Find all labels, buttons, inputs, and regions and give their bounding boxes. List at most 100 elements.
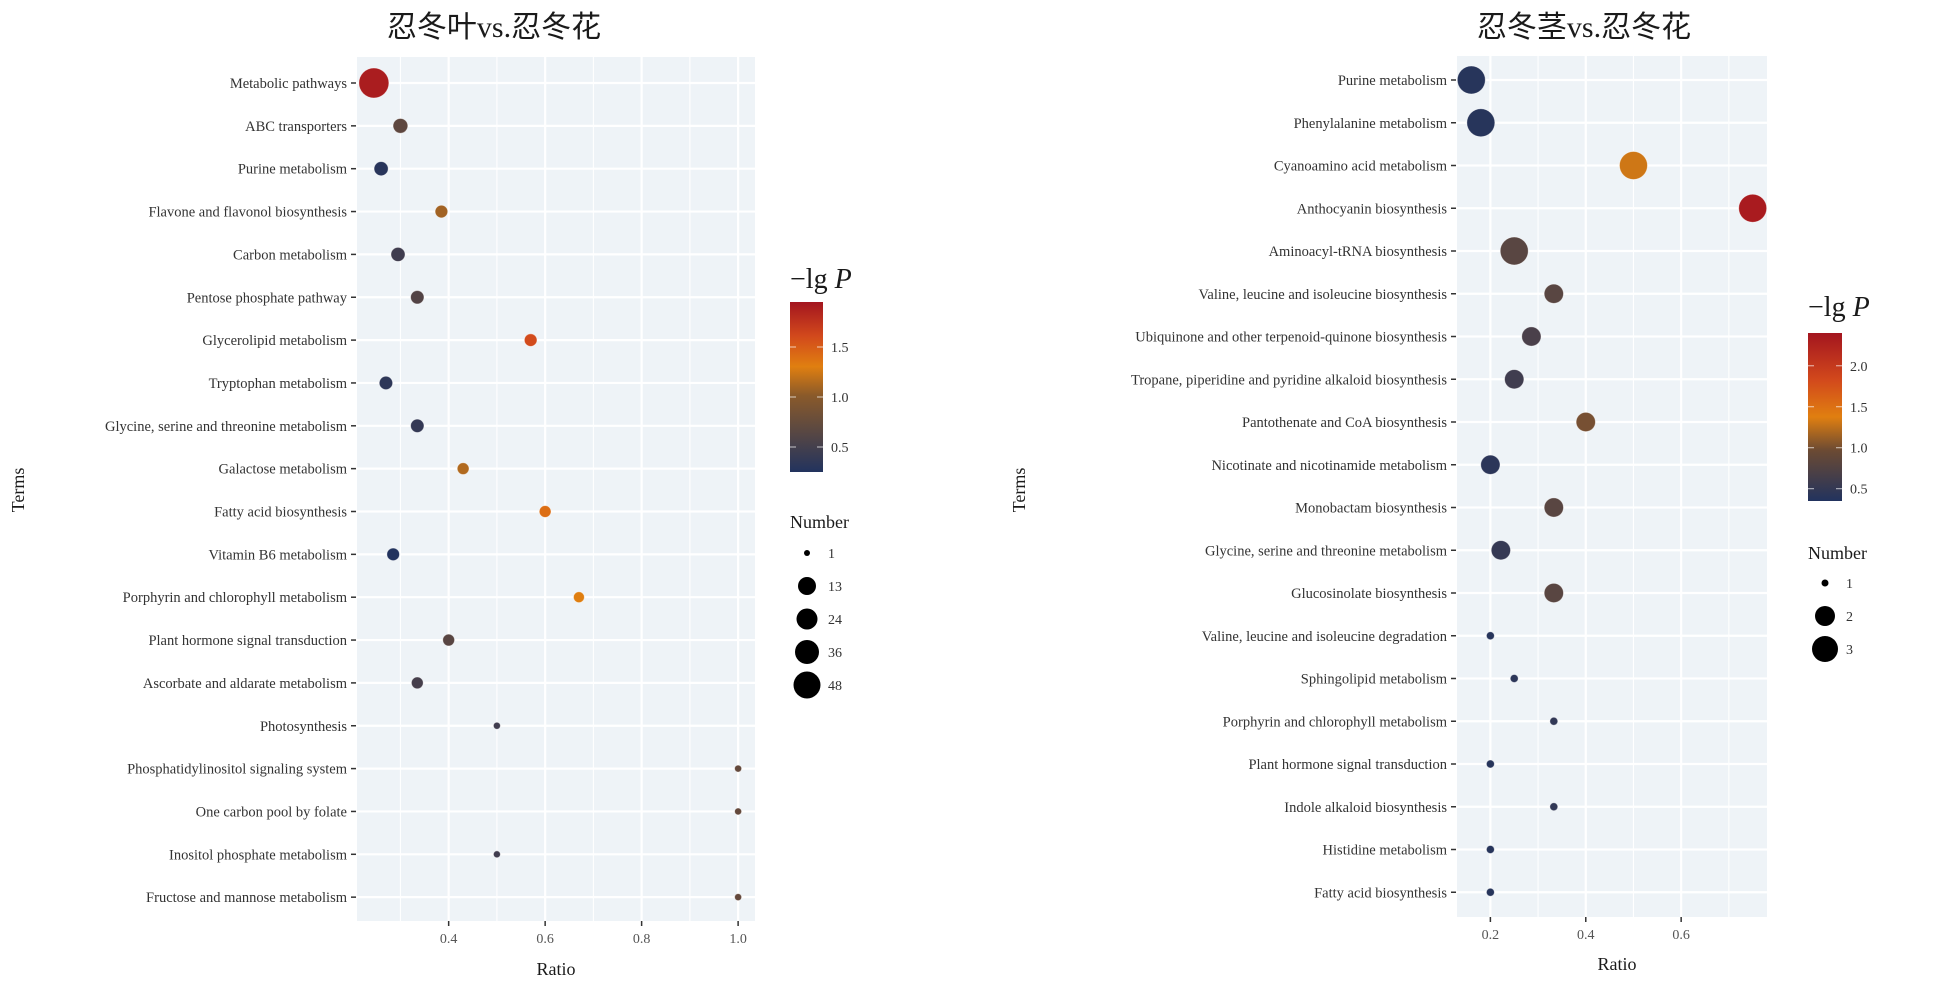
term-label: Vitamin B6 metabolism: [209, 547, 348, 563]
data-point: [538, 505, 552, 518]
data-point: [1543, 497, 1564, 518]
color-legend-title-var: P: [834, 264, 852, 295]
colorbar: [790, 302, 823, 472]
data-point: [1549, 716, 1559, 726]
size-legend-symbol: [796, 608, 818, 630]
x-tick-label: 0.8: [633, 932, 651, 947]
gridlines: [357, 57, 755, 921]
data-point: [1521, 326, 1542, 347]
data-point: [493, 850, 501, 859]
term-label: Histidine metabolism: [1323, 843, 1448, 859]
data-point: [390, 246, 406, 262]
chart-title: 忍冬茎vs.忍冬花: [1477, 11, 1691, 44]
points: [358, 67, 743, 902]
data-point: [373, 161, 389, 177]
colorbar-tick-label: 1.0: [831, 391, 849, 406]
chart-title: 忍冬叶vs.忍冬花: [387, 11, 601, 44]
size-legend-label: 2: [1846, 610, 1853, 625]
term-label: Pantothenate and CoA biosynthesis: [1242, 415, 1447, 431]
legend: −lg P 0.5 1.0 1.5 Number 1 13 24 36 48: [790, 264, 852, 699]
y-axis: Metabolic pathways ABC transporters Purine…: [105, 76, 356, 906]
term-label: Fructose and mannose metabolism: [146, 890, 348, 906]
data-point: [734, 893, 743, 902]
data-point: [734, 764, 743, 773]
term-label: Tropane, piperidine and pyridine alkaloi…: [1131, 372, 1447, 388]
color-legend-title-prefix: −lg: [1808, 292, 1853, 323]
term-label: Glycine, serine and threonine metabolism: [105, 419, 348, 435]
data-point: [378, 375, 394, 391]
data-point: [411, 676, 424, 690]
term-label: Aminoacyl-tRNA biosynthesis: [1269, 244, 1448, 260]
legend: −lg P 0.5 1.0 1.5 2.0 Number 1 2 3: [1808, 292, 1870, 662]
size-legend-symbol: [1815, 606, 1835, 626]
size-legend-label: 13: [828, 580, 842, 595]
y-axis-label: Terms: [1009, 468, 1029, 513]
gridlines: [1457, 56, 1767, 917]
data-point: [1490, 540, 1511, 561]
y-axis: Purine metabolism Phenylalanine metabolis…: [1131, 73, 1456, 901]
term-label: Nicotinate and nicotinamide metabolism: [1211, 458, 1447, 474]
term-label: Flavone and flavonol biosynthesis: [148, 205, 347, 221]
size-legend-symbol: [1812, 636, 1838, 662]
data-point: [456, 462, 470, 475]
data-point: [1485, 631, 1495, 641]
size-legend-symbol: [1821, 579, 1829, 587]
term-label: Monobactam biosynthesis: [1295, 501, 1447, 517]
data-point: [493, 721, 501, 730]
term-label: ABC transporters: [245, 119, 347, 135]
data-point: [1499, 236, 1529, 266]
points: [1456, 65, 1768, 897]
term-label: Plant hormone signal transduction: [148, 633, 347, 649]
size-legend-label: 1: [828, 547, 835, 562]
size-legend-symbol: [798, 577, 816, 595]
term-label: Fatty acid biosynthesis: [214, 505, 347, 521]
chart-leaf-vs-flower: 忍冬叶vs.忍冬花 Metabolic pathways ABC transpor…: [8, 11, 852, 979]
term-label: Fatty acid biosynthesis: [1314, 885, 1447, 901]
term-label: Glycerolipid metabolism: [202, 333, 347, 349]
size-legend-symbol: [795, 640, 819, 664]
plot-panel: [1457, 56, 1767, 917]
data-point: [410, 290, 425, 305]
term-label: Valine, leucine and isoleucine biosynthe…: [1199, 287, 1448, 303]
data-point: [1485, 759, 1495, 769]
term-label: Photosynthesis: [260, 719, 347, 735]
term-label: Inositol phosphate metabolism: [169, 847, 348, 863]
size-legend-label: 36: [828, 646, 842, 661]
data-point: [410, 418, 425, 433]
color-legend-title: −lg P: [1808, 292, 1870, 323]
colorbar: [1808, 333, 1842, 501]
term-label: Purine metabolism: [238, 162, 348, 178]
term-label: Pentose phosphate pathway: [187, 290, 348, 306]
term-label: Indole alkaloid biosynthesis: [1284, 800, 1447, 816]
size-legend-label: 24: [828, 613, 842, 628]
data-point: [442, 633, 455, 647]
color-legend-title: −lg P: [790, 264, 852, 295]
chart-stem-vs-flower: 忍冬茎vs.忍冬花 Purine metabolism Phenylalanine…: [1009, 11, 1870, 974]
data-point: [1504, 369, 1525, 390]
colorbar-tick-label: 1.5: [831, 341, 849, 356]
term-label: Sphingolipid metabolism: [1301, 672, 1448, 688]
x-axis-label: Ratio: [1598, 954, 1637, 974]
colorbar-tick-label: 1.0: [1850, 442, 1868, 457]
size-legend-symbol: [804, 550, 810, 556]
color-legend-title-var: P: [1852, 292, 1870, 323]
term-label: Tryptophan metabolism: [209, 376, 348, 392]
data-point: [1575, 411, 1596, 433]
term-label: Valine, leucine and isoleucine degradati…: [1202, 629, 1448, 645]
colorbar-tick-label: 0.5: [831, 441, 849, 456]
term-label: Carbon metabolism: [233, 247, 348, 263]
term-label: Ubiquinone and other terpenoid-quinone b…: [1135, 330, 1447, 346]
term-label: Phosphatidylinositol signaling system: [127, 762, 348, 778]
term-label: One carbon pool by folate: [196, 804, 347, 820]
data-point: [734, 807, 743, 816]
data-point: [1619, 151, 1648, 180]
data-point: [1543, 283, 1564, 304]
term-label: Glycine, serine and threonine metabolism: [1205, 543, 1448, 559]
term-label: Porphyrin and chlorophyll metabolism: [1223, 714, 1448, 730]
x-tick-label: 0.4: [440, 932, 458, 947]
data-point: [392, 118, 409, 134]
x-axis: 0.4 0.6 0.8 1.0: [440, 921, 747, 947]
size-legend-label: 48: [828, 679, 842, 694]
color-legend-title-prefix: −lg: [790, 264, 835, 295]
